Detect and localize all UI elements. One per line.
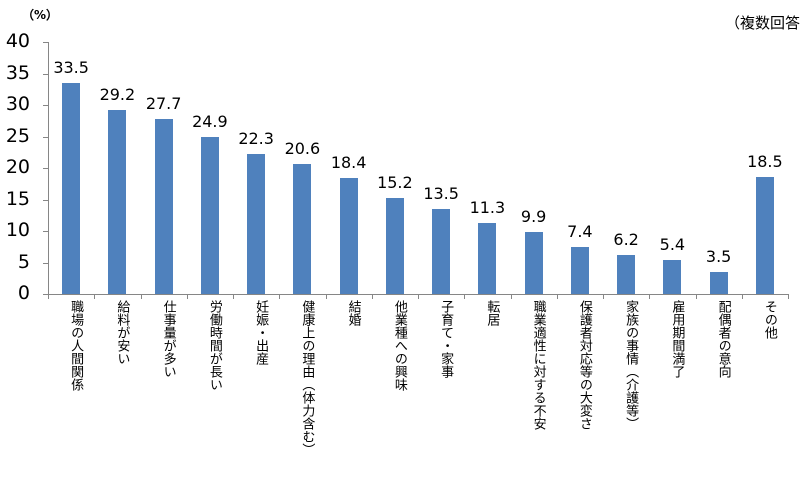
category-label: 他業種への興味 [391, 300, 407, 391]
y-tick-label: 25 [5, 124, 30, 147]
value-label: 13.5 [423, 183, 459, 203]
y-tick [43, 294, 48, 295]
x-tick [510, 294, 512, 299]
y-tick [43, 42, 48, 43]
category-label: その他 [761, 300, 777, 339]
bar [663, 259, 682, 294]
value-label: 7.4 [567, 222, 593, 242]
bar [570, 247, 589, 294]
bar [617, 254, 636, 294]
x-tick [94, 294, 96, 299]
category-label: 家族の事情（介護等） [623, 300, 639, 430]
value-label: 29.2 [99, 85, 136, 105]
bar [709, 271, 728, 294]
category-label: 結婚 [345, 300, 361, 326]
x-tick [279, 294, 281, 299]
category-label: 職場の人間関係 [68, 300, 84, 391]
bar [385, 198, 404, 294]
x-tick [788, 294, 789, 299]
multiple-answer-note: （複数回答 [724, 14, 800, 32]
x-tick [741, 294, 743, 299]
x-tick [603, 294, 604, 299]
value-label: 24.9 [192, 112, 228, 132]
y-tick [43, 168, 48, 169]
bar [108, 110, 127, 294]
y-tick-label: 30 [5, 93, 30, 115]
category-label: 配偶者の意向 [715, 300, 731, 378]
x-tick [48, 294, 49, 299]
y-unit-label: （%） [22, 8, 59, 22]
category-label: 職業適性に対する不安 [530, 300, 546, 430]
y-tick [43, 73, 48, 75]
y-tick [43, 231, 48, 232]
y-axis [48, 42, 49, 295]
bar [62, 82, 81, 294]
y-tick [43, 262, 48, 264]
bar [755, 177, 774, 294]
bar [154, 119, 173, 294]
y-tick [43, 136, 48, 138]
category-label: 転居 [484, 300, 500, 326]
x-tick [464, 294, 466, 299]
y-tick-label: 40 [5, 30, 30, 52]
y-tick [43, 105, 48, 106]
x-tick [556, 294, 558, 299]
x-tick [418, 294, 419, 299]
value-label: 6.2 [613, 229, 639, 249]
value-label: 3.5 [705, 246, 732, 266]
bar [247, 153, 266, 294]
value-label: 11.3 [469, 197, 506, 217]
value-label: 22.3 [238, 128, 274, 148]
y-tick-label: 0 [17, 282, 30, 304]
value-label: 33.5 [53, 57, 89, 77]
category-label: 仕事量が多い [160, 300, 176, 378]
y-tick-label: 10 [5, 219, 30, 241]
x-tick [140, 294, 142, 299]
value-label: 15.2 [377, 173, 413, 193]
value-label: 27.7 [145, 94, 182, 114]
bar [200, 137, 219, 294]
x-tick [371, 294, 373, 299]
bar [339, 178, 358, 294]
y-tick-label: 5 [17, 250, 30, 273]
x-tick [325, 294, 327, 299]
x-tick [649, 294, 651, 299]
value-label: 20.6 [284, 139, 321, 159]
x-tick [186, 294, 188, 299]
y-tick-label: 20 [5, 156, 30, 178]
value-label: 5.4 [659, 234, 686, 254]
y-tick-label: 15 [5, 187, 30, 210]
x-tick [695, 294, 697, 299]
x-tick [233, 294, 234, 299]
category-label: 子育て・家事 [438, 300, 454, 378]
category-label: 健康上の理由（体力含む） [299, 300, 315, 456]
category-label: 妊娠・出産 [253, 300, 269, 365]
value-label: 18.4 [330, 153, 367, 173]
category-label: 雇用期間満了 [669, 300, 685, 378]
category-label: 保護者対応等の大変さ [576, 300, 592, 430]
value-label: 18.5 [747, 152, 783, 172]
value-label: 9.9 [520, 206, 547, 226]
category-label: 給料が安い [114, 300, 130, 365]
bar [478, 222, 497, 294]
bar [432, 208, 451, 294]
y-tick [43, 199, 48, 201]
bar [524, 231, 543, 294]
category-label: 労働時間が長い [206, 300, 222, 391]
bar [293, 164, 312, 294]
y-tick-label: 35 [5, 61, 30, 84]
